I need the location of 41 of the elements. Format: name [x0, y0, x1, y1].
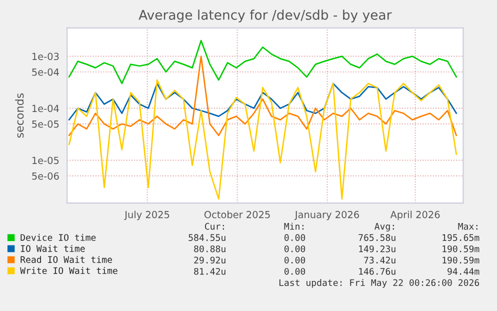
- legend-label: Device IO time: [20, 234, 96, 241]
- text: Min:: [284, 222, 304, 230]
- y-axis-title: seconds: [15, 93, 24, 138]
- y-tick-label: 5e-04: [32, 68, 59, 76]
- legend-label: Read IO Wait time: [20, 256, 112, 263]
- y-tick-label: 5e-06: [32, 172, 59, 180]
- text: 146.76u: [359, 268, 396, 275]
- text: 0.00: [284, 268, 306, 275]
- x-tick-label: January 2026: [294, 210, 359, 220]
- line-series: [68, 56, 458, 136]
- text: 29.92u: [194, 256, 226, 264]
- text: 190.59m: [442, 256, 480, 264]
- text: Cur:: [205, 222, 224, 230]
- line-series: [68, 79, 458, 200]
- text: 0.00: [284, 256, 306, 264]
- text: Max:: [458, 223, 478, 230]
- text: 190.59m: [442, 245, 480, 252]
- text: 584.55u: [188, 234, 226, 242]
- text: Last update: Fri May 22 00:26:00 2026: [279, 279, 480, 288]
- text: 765.58u: [358, 234, 396, 242]
- text: 73.42u: [364, 256, 396, 264]
- y-tick-label: 5e-05: [32, 120, 59, 128]
- text: 81.42u: [194, 268, 226, 275]
- legend-label: IO Wait time: [20, 244, 85, 252]
- text: 0.00: [284, 245, 306, 252]
- line-series: [68, 82, 458, 120]
- text: 80.88u: [194, 245, 226, 252]
- x-tick-label: October 2025: [204, 210, 270, 218]
- y-tick-label: 1e-05: [32, 156, 59, 164]
- text: 0.00: [284, 234, 306, 242]
- chart-title: Average latency for /dev/sdb - by year: [138, 10, 392, 22]
- x-tick-label: July 2025: [124, 210, 170, 220]
- text: Avg:: [374, 222, 394, 232]
- text: 149.23u: [359, 245, 396, 252]
- y-tick-label: 1e-04: [32, 104, 59, 112]
- legend-label: Write IO Wait time: [20, 267, 118, 274]
- x-tick-label: April 2026: [390, 210, 440, 220]
- text: 195.65m: [442, 234, 480, 242]
- text: 94.44m: [448, 268, 480, 275]
- line-series: [68, 40, 458, 84]
- y-tick-label: 1e-03: [32, 52, 59, 60]
